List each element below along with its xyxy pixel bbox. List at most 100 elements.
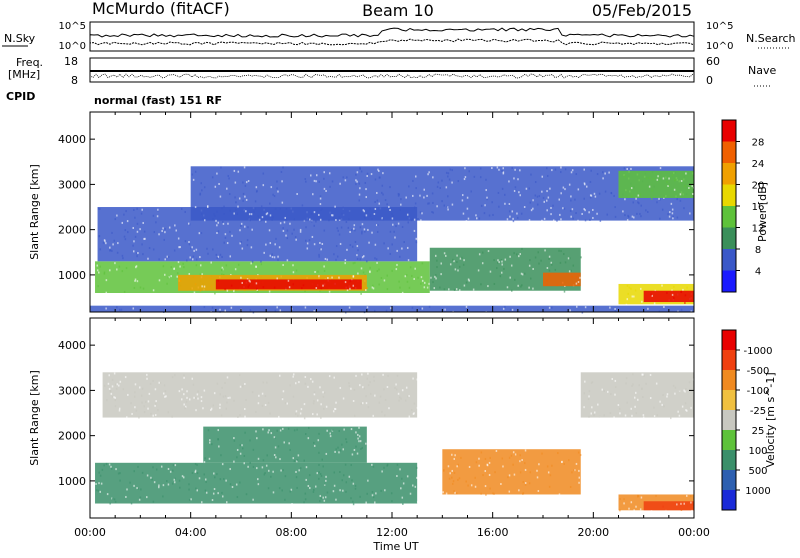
velocity-cell bbox=[194, 469, 197, 472]
power-cell bbox=[397, 194, 400, 197]
power-cell bbox=[206, 247, 208, 250]
velocity-cell bbox=[141, 387, 144, 390]
velocity-cell bbox=[316, 399, 319, 402]
velocity-cell bbox=[611, 377, 614, 380]
velocity-cell bbox=[357, 433, 359, 436]
power-cell bbox=[199, 192, 202, 195]
power-cell bbox=[453, 288, 456, 291]
velocity-cell bbox=[325, 405, 328, 408]
velocity-cell bbox=[485, 493, 487, 496]
power-cell bbox=[406, 246, 409, 249]
velocity-cell bbox=[118, 407, 121, 410]
velocity-cell bbox=[210, 407, 213, 410]
velocity-colorbar-tick-label-6: -500 bbox=[747, 366, 770, 377]
velocity-cell bbox=[524, 483, 527, 486]
power-cell bbox=[538, 195, 541, 198]
freq-label-line1: Freq. bbox=[16, 56, 43, 69]
power-cell bbox=[574, 198, 576, 201]
velocity-cell bbox=[266, 381, 268, 384]
velocity-cell bbox=[391, 500, 393, 503]
velocity-cell bbox=[547, 471, 550, 474]
velocity-cell bbox=[474, 485, 477, 488]
power-cell bbox=[550, 263, 553, 266]
velocity-cell bbox=[113, 396, 115, 399]
power-cell bbox=[233, 212, 235, 215]
power-cell bbox=[374, 200, 376, 203]
velocity-cell bbox=[353, 414, 356, 417]
power-cell bbox=[376, 223, 379, 226]
velocity-cell bbox=[591, 381, 594, 384]
velocity-y-axis-label: Slant Range [km] bbox=[28, 370, 41, 466]
velocity-cell bbox=[632, 383, 634, 386]
power-cell bbox=[543, 217, 546, 220]
power-cell bbox=[338, 233, 341, 236]
power-cell bbox=[464, 176, 467, 179]
velocity-cell bbox=[272, 491, 275, 494]
velocity-cell bbox=[666, 395, 668, 398]
velocity-cell bbox=[408, 395, 410, 398]
power-cell bbox=[408, 185, 410, 188]
power-cell bbox=[509, 308, 512, 311]
power-cell bbox=[534, 194, 537, 197]
velocity-cell bbox=[335, 498, 337, 501]
power-cell bbox=[415, 187, 417, 190]
power-cell bbox=[342, 176, 345, 179]
velocity-cell bbox=[103, 384, 106, 387]
velocity-cell bbox=[354, 487, 357, 490]
power-cell bbox=[134, 216, 136, 219]
power-cell bbox=[520, 272, 523, 275]
power-cell bbox=[472, 288, 475, 291]
power-cell bbox=[374, 178, 377, 181]
power-cell bbox=[391, 217, 394, 220]
power-cell bbox=[413, 206, 416, 209]
power-cell bbox=[480, 204, 483, 207]
power-cell bbox=[604, 172, 606, 175]
power-cell bbox=[116, 251, 119, 254]
power-cell bbox=[658, 197, 660, 200]
power-cell bbox=[258, 218, 261, 221]
power-cell bbox=[248, 279, 251, 282]
velocity-cell bbox=[384, 398, 387, 401]
velocity-cell bbox=[395, 383, 397, 386]
velocity-cell bbox=[178, 479, 181, 482]
velocity-cell bbox=[339, 449, 342, 452]
velocity-cell bbox=[257, 402, 260, 405]
power-cell bbox=[384, 199, 387, 202]
velocity-cell bbox=[252, 498, 254, 501]
power-cell bbox=[519, 253, 521, 256]
velocity-cell bbox=[103, 464, 105, 467]
power-cell bbox=[680, 180, 683, 183]
velocity-cell bbox=[158, 381, 160, 384]
power-cell bbox=[250, 213, 253, 216]
nave-label: Nave bbox=[748, 64, 776, 77]
velocity-cell bbox=[412, 412, 415, 415]
power-cell bbox=[423, 188, 425, 191]
power-cell bbox=[426, 194, 428, 197]
power-cell bbox=[305, 226, 307, 229]
power-cell bbox=[199, 289, 202, 292]
velocity-colorbar-swatch-0 bbox=[722, 490, 736, 510]
power-cell bbox=[421, 307, 424, 310]
velocity-cell bbox=[325, 479, 327, 482]
velocity-cell bbox=[637, 494, 639, 497]
velocity-cell bbox=[198, 477, 201, 480]
velocity-cell bbox=[295, 410, 298, 413]
power-cell bbox=[498, 261, 500, 264]
velocity-cell bbox=[508, 490, 511, 493]
power-cell bbox=[551, 169, 553, 172]
power-cell bbox=[242, 192, 245, 195]
velocity-colorbar-swatch-6 bbox=[722, 370, 736, 390]
power-cell bbox=[569, 257, 571, 260]
time-tick-label-4: 16:00 bbox=[477, 526, 509, 539]
velocity-cell bbox=[126, 416, 128, 419]
power-cell bbox=[377, 168, 379, 171]
velocity-cell bbox=[223, 478, 225, 481]
power-cell bbox=[262, 286, 265, 289]
velocity-cell bbox=[493, 492, 495, 495]
power-cell bbox=[546, 209, 548, 212]
power-cell bbox=[178, 246, 180, 249]
velocity-cell bbox=[484, 485, 487, 488]
power-cell bbox=[273, 195, 276, 198]
velocity-cell bbox=[136, 487, 138, 490]
